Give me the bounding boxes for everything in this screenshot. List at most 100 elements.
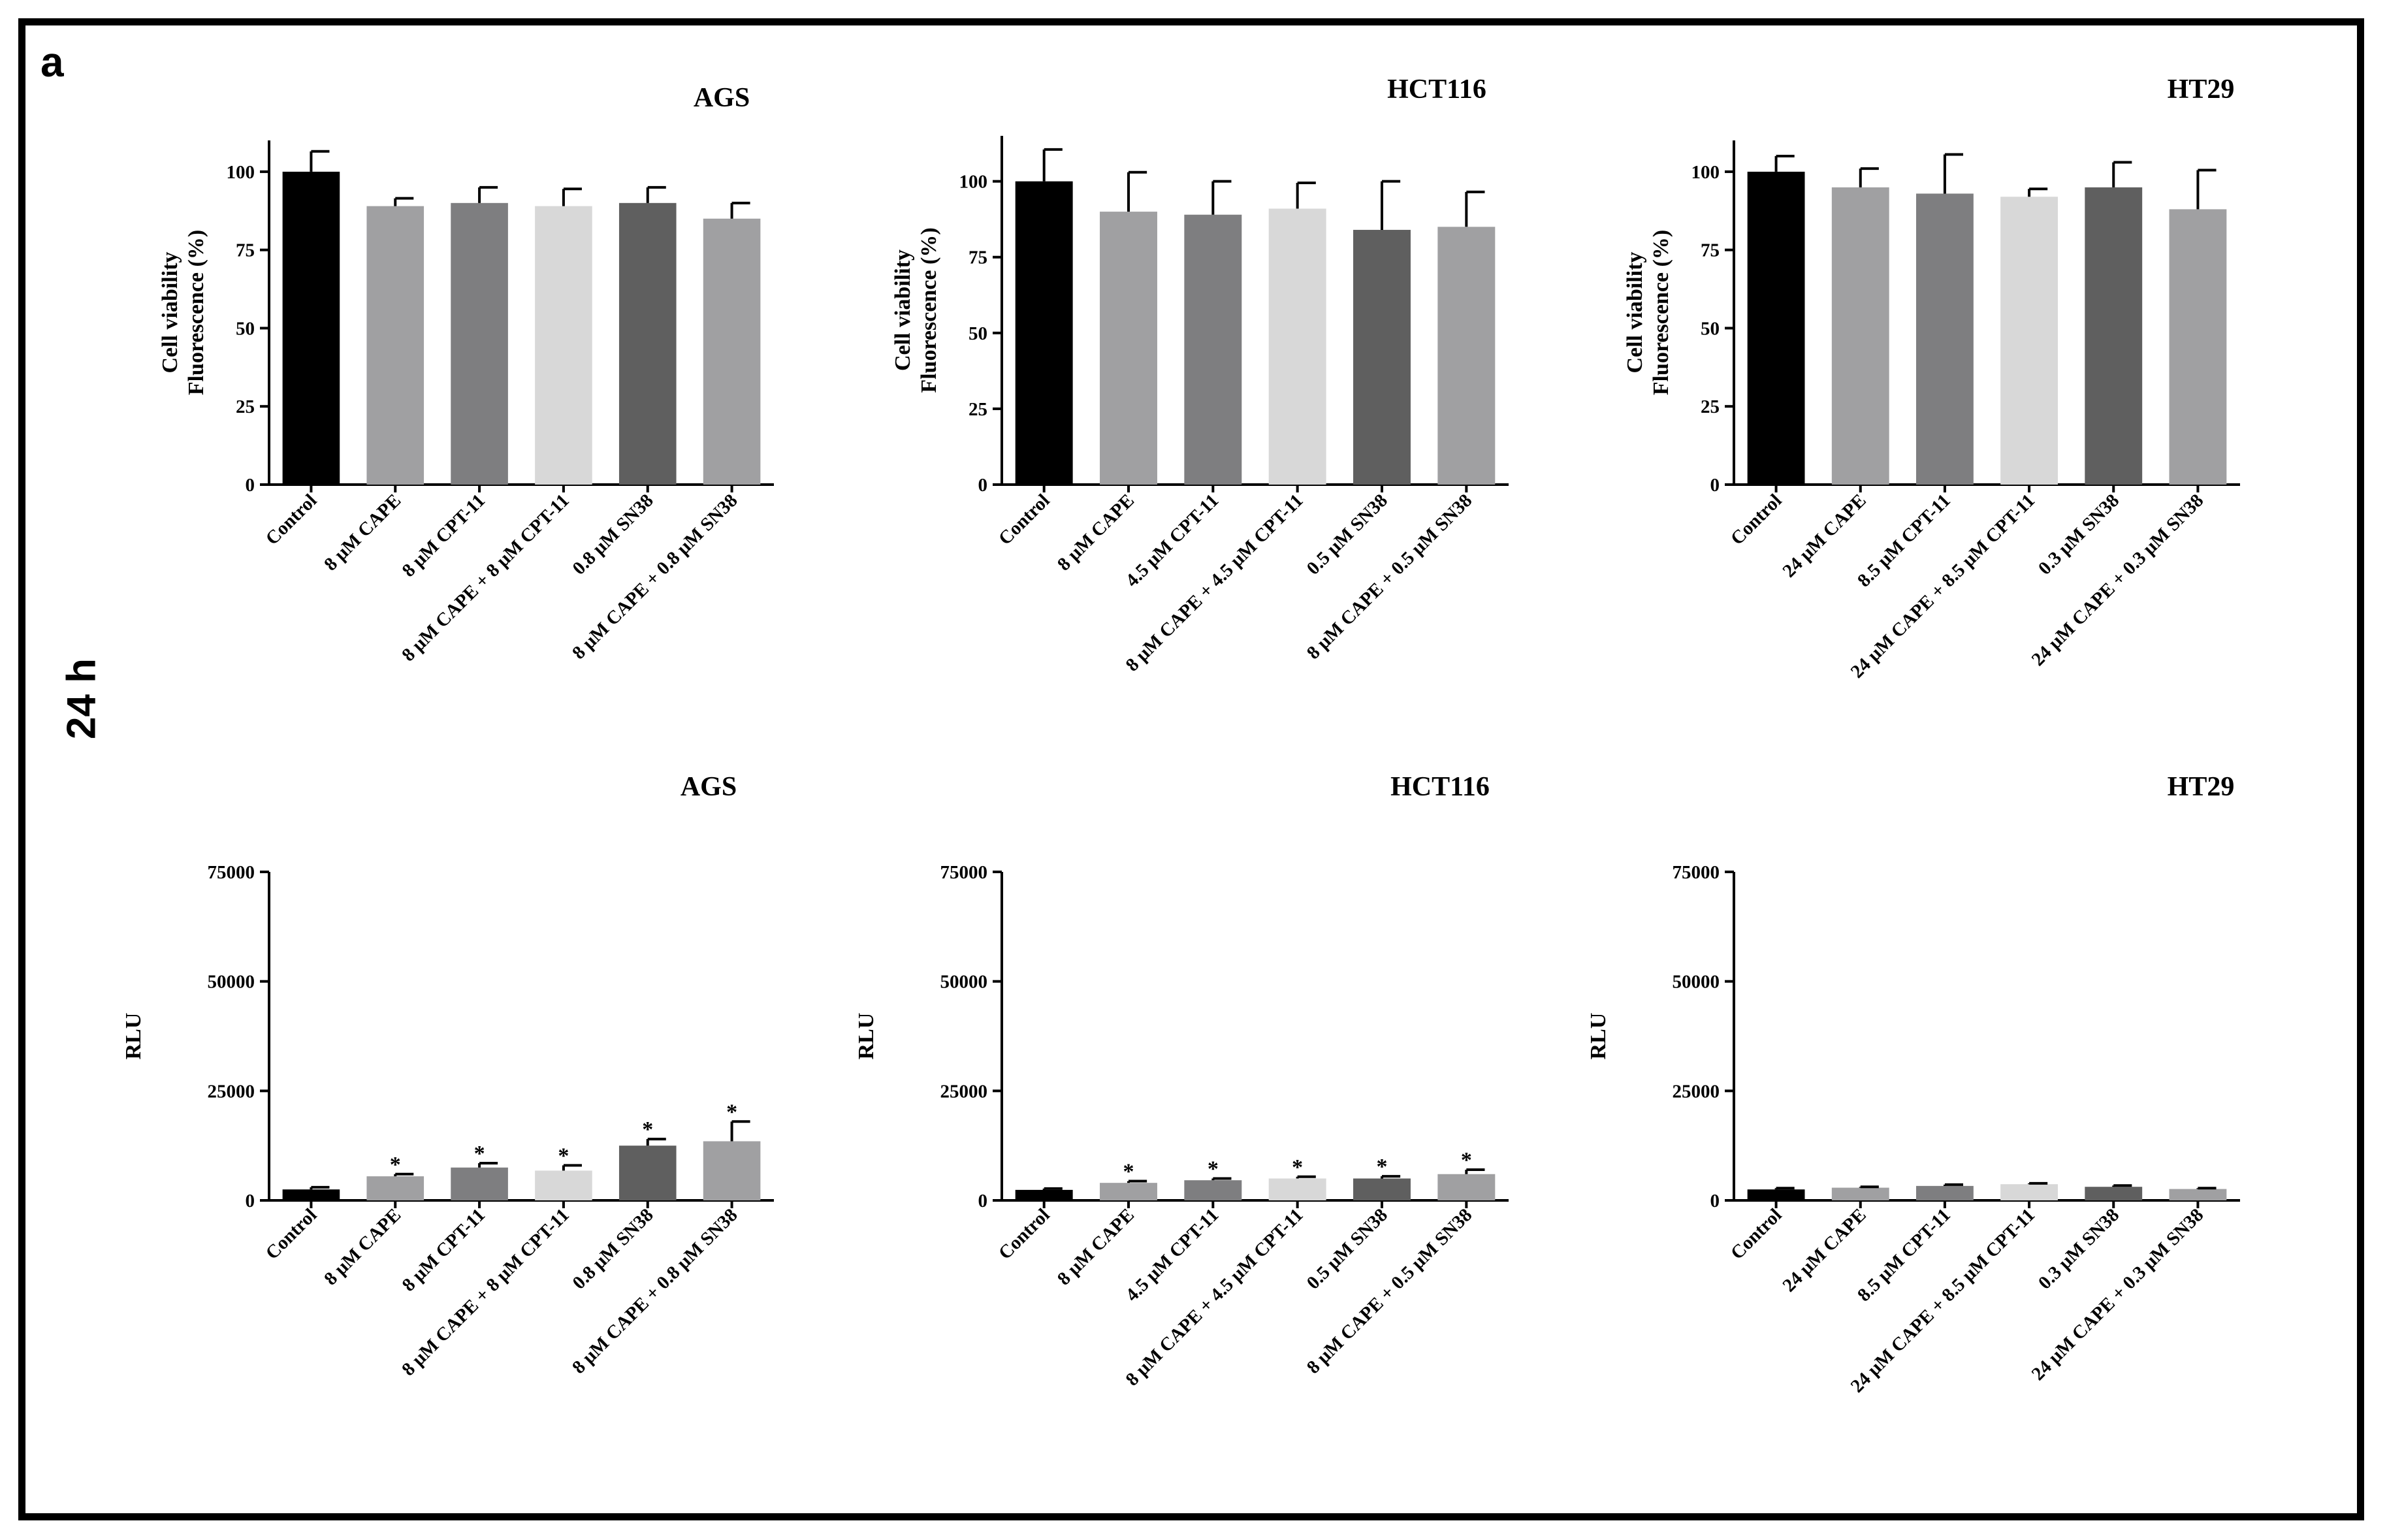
category-label: 8 μM CAPE	[1053, 490, 1138, 575]
chart-title: AGS	[681, 772, 737, 802]
y-tick-label: 25	[1701, 396, 1720, 417]
bar	[2085, 187, 2143, 485]
category-label: 24 μM CAPE + 8.5 μM CPT-11	[1847, 490, 2039, 682]
category-label: Control	[1727, 1204, 1786, 1264]
category-label: 24 μM CAPE + 0.3 μM SN38	[2028, 1204, 2208, 1385]
category-label: 0.3 μM SN38	[2034, 490, 2123, 579]
bar	[1268, 208, 1326, 485]
y-tick-label: 50000	[1673, 972, 1720, 993]
y-tick-label: 75	[236, 240, 255, 261]
category-label: 8 μM CAPE + 0.8 μM SN38	[568, 1204, 741, 1377]
category-label: 8 μM CPT-11	[398, 490, 489, 581]
panel-label: a	[40, 39, 64, 86]
category-label: 8 μM CAPE + 0.8 μM SN38	[568, 490, 741, 663]
bar	[366, 206, 425, 485]
y-axis-label: RLU	[854, 1013, 878, 1060]
category-label: 8 μM CPT-11	[398, 1204, 489, 1295]
category-label: 8 μM CAPE + 8 μM CPT-11	[398, 490, 573, 666]
bar	[1747, 1189, 1805, 1200]
y-tick-label: 75000	[208, 862, 255, 883]
y-axis-label: Cell viabilityFluorescence (%)	[158, 230, 208, 395]
y-tick-label: 75000	[1673, 862, 1720, 883]
category-label: Control	[995, 1204, 1054, 1264]
category-label: 8 μM CAPE + 4.5 μM CPT-11	[1122, 1204, 1307, 1390]
bar	[535, 206, 592, 485]
y-axis-label-line: Fluorescence (%)	[1649, 230, 1673, 395]
y-axis-label: Cell viabilityFluorescence (%)	[891, 227, 941, 393]
y-axis-label-line: Cell viability	[158, 251, 182, 373]
y-tick-label: 75000	[940, 862, 988, 883]
y-tick-label: 100	[1691, 162, 1720, 183]
bar	[366, 1176, 425, 1200]
category-label: 8 μM CAPE + 8 μM CPT-11	[398, 1204, 573, 1380]
y-axis-label: Cell viabilityFluorescence (%)	[1623, 230, 1673, 395]
bar	[2169, 1189, 2227, 1200]
y-tick-label: 100	[959, 172, 988, 193]
bar	[1100, 1183, 1157, 1200]
category-label: 24 μM CAPE	[1779, 1204, 1870, 1296]
y-axis-label-line: RLU	[121, 1013, 146, 1060]
y-axis-label-line: Fluorescence (%)	[917, 227, 941, 393]
category-label: 0.8 μM SN38	[568, 1204, 657, 1293]
bar	[1831, 187, 1889, 485]
y-tick-label: 0	[978, 1191, 988, 1211]
category-label: 0.3 μM SN38	[2034, 1204, 2123, 1293]
bar	[1747, 171, 1805, 485]
significance-marker: *	[558, 1144, 569, 1168]
bar	[282, 1189, 340, 1200]
bar	[1916, 193, 1974, 485]
bar	[618, 1146, 677, 1200]
chart-2: HCT116 Cell viabilityFluorescence (%) 0 25 5…	[891, 74, 1509, 675]
y-tick-label: 25000	[208, 1081, 255, 1102]
y-tick-label: 0	[978, 475, 988, 496]
category-label: Control	[262, 1204, 321, 1264]
bar	[1353, 1178, 1411, 1200]
category-label: 8 μM CAPE	[1053, 1204, 1138, 1289]
significance-marker: *	[474, 1142, 485, 1166]
y-axis-label-line: RLU	[1586, 1013, 1610, 1060]
y-axis-label-line: Fluorescence (%)	[184, 230, 208, 395]
chart-title: HCT116	[1387, 74, 1486, 104]
bar	[1100, 212, 1157, 485]
chart-title: AGS	[694, 83, 750, 113]
category-label: Control	[1727, 490, 1786, 549]
bar	[703, 218, 761, 485]
bar	[535, 1170, 592, 1200]
y-axis-label-line: Cell viability	[891, 249, 915, 371]
bar	[618, 202, 677, 485]
bar	[1916, 1185, 1974, 1200]
significance-marker: *	[390, 1153, 401, 1177]
y-tick-label: 0	[246, 475, 255, 496]
bar	[2169, 209, 2227, 485]
y-tick-label: 50000	[208, 972, 255, 993]
y-tick-label: 75	[969, 248, 987, 268]
y-tick-label: 50000	[940, 972, 988, 993]
category-label: 8 μM CAPE	[320, 490, 405, 575]
bar	[1015, 181, 1073, 485]
category-label: 24 μM CAPE + 8.5 μM CPT-11	[1847, 1204, 2039, 1396]
y-tick-label: 0	[1710, 1191, 1720, 1211]
bar	[1353, 229, 1411, 485]
bar	[1184, 214, 1242, 485]
category-label: 8 μM CAPE + 0.5 μM SN38	[1303, 1204, 1476, 1377]
y-tick-label: 100	[227, 162, 255, 183]
y-axis-label-line: RLU	[854, 1013, 878, 1060]
y-axis-label-line: Cell viability	[1623, 251, 1647, 373]
bar	[451, 1167, 508, 1200]
y-tick-label: 75	[1701, 240, 1720, 261]
bar	[282, 171, 340, 485]
y-tick-label: 25	[236, 396, 255, 417]
significance-marker: *	[1461, 1148, 1472, 1172]
significance-marker: *	[1208, 1157, 1219, 1181]
y-axis-label: RLU	[121, 1013, 146, 1060]
chart-4: AGS RLU 0 25000 50000 75000 Control * 8 μM CAPE *…	[121, 772, 774, 1380]
bar	[703, 1141, 761, 1200]
significance-marker: *	[642, 1117, 653, 1142]
bar	[1437, 1174, 1496, 1200]
category-label: 24 μM CAPE	[1779, 490, 1870, 581]
chart-1: AGS Cell viabilityFluorescence (%) 0 25 50 75…	[158, 83, 774, 666]
y-tick-label: 50	[969, 323, 987, 344]
significance-marker: *	[1292, 1155, 1303, 1179]
